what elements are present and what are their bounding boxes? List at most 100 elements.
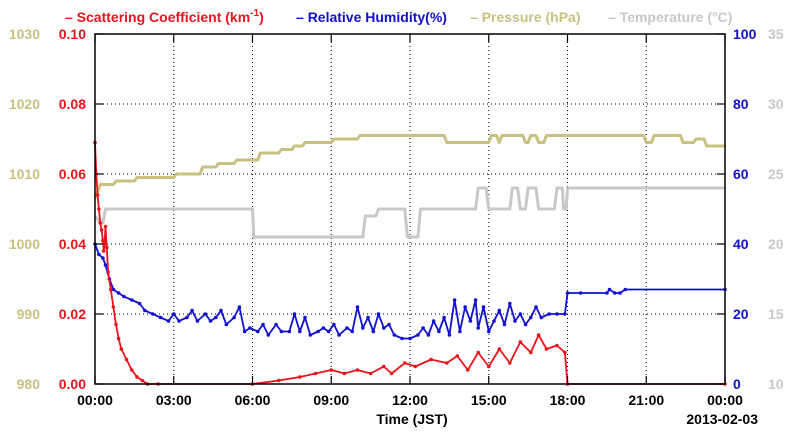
series-group [93, 134, 727, 386]
point-scattering [329, 368, 334, 372]
scattering-tick-label: 0.08 [59, 96, 86, 112]
point-humidity [303, 315, 307, 320]
temperature-tick-label: 30 [768, 96, 784, 112]
point-scattering [544, 347, 549, 351]
point-humidity [350, 329, 355, 334]
point-humidity [242, 329, 247, 334]
point-scattering [124, 357, 129, 362]
point-scattering [403, 361, 407, 365]
legend-scattering-dash: – [65, 9, 77, 25]
point-scattering [529, 350, 533, 355]
point-humidity [547, 312, 551, 316]
point-scattering [97, 207, 101, 211]
point-humidity [463, 305, 467, 309]
temperature-tick-label: 10 [768, 376, 784, 392]
point-scattering [298, 375, 302, 379]
point-scattering [487, 364, 491, 369]
pressure-tick-label: 1010 [9, 166, 40, 182]
point-humidity [266, 333, 271, 337]
point-humidity [565, 291, 570, 295]
point-scattering [102, 242, 107, 246]
point-scattering [95, 193, 100, 197]
point-humidity [523, 322, 528, 327]
point-humidity [476, 326, 481, 330]
point-humidity [292, 312, 297, 316]
point-humidity [172, 312, 176, 316]
point-scattering [101, 238, 105, 243]
scattering-tick-label: 0.02 [59, 306, 86, 322]
point-humidity [426, 333, 431, 337]
point-humidity [437, 329, 441, 334]
date-label: 2013-02-03 [686, 411, 758, 427]
legend-temperature: – Temperature (°C) [608, 9, 732, 25]
point-humidity [387, 322, 391, 327]
point-humidity [214, 315, 218, 320]
point-humidity [316, 329, 320, 334]
point-humidity [103, 263, 108, 267]
x-tick-label: 00:00 [77, 392, 113, 408]
point-humidity [605, 291, 609, 295]
point-scattering [135, 375, 139, 379]
point-scattering [389, 371, 394, 376]
point-scattering [101, 249, 106, 253]
point-scattering [476, 350, 481, 355]
x-tick-label: 09:00 [313, 392, 349, 408]
point-scattering [103, 224, 108, 229]
point-humidity [371, 329, 376, 334]
point-humidity [452, 298, 457, 302]
legend-scattering-label: Scattering Coefficient (km [77, 9, 250, 25]
point-humidity [376, 312, 381, 316]
point-humidity [185, 315, 189, 320]
point-humidity [416, 333, 420, 337]
point-scattering [342, 371, 347, 376]
temperature-tick-label: 35 [768, 26, 784, 42]
point-humidity [261, 322, 265, 327]
point-humidity [224, 322, 229, 327]
point-scattering [140, 378, 145, 383]
point-humidity [613, 291, 617, 295]
point-humidity [408, 336, 412, 341]
point-humidity [137, 301, 142, 306]
point-scattering [313, 371, 318, 376]
point-humidity [555, 312, 559, 316]
temperature-tick-label: 25 [768, 166, 784, 182]
point-humidity [539, 315, 544, 320]
point-scattering [497, 347, 502, 351]
point-scattering [413, 364, 418, 369]
point-humidity [468, 319, 473, 323]
point-scattering [355, 368, 360, 372]
point-humidity [190, 308, 194, 313]
point-humidity [208, 319, 213, 323]
point-humidity [158, 315, 163, 320]
point-scattering [445, 361, 449, 365]
x-tick-label: 00:00 [707, 392, 743, 408]
x-tick-label: 15:00 [471, 392, 507, 408]
humidity-tick-label: 0 [733, 376, 741, 392]
x-tick-label: 03:00 [156, 392, 192, 408]
legend-scattering-sup: -1 [250, 8, 259, 19]
point-humidity [400, 336, 404, 341]
point-scattering [429, 357, 433, 362]
legend-pressure: – Pressure (hPa) [470, 9, 581, 25]
point-humidity [116, 291, 121, 295]
point-humidity [502, 322, 507, 327]
legend-humidity-label: Relative Humidity(%) [308, 9, 447, 25]
point-humidity [177, 319, 181, 323]
point-humidity [130, 298, 134, 302]
point-scattering [116, 336, 121, 341]
x-tick-label: 06:00 [235, 392, 271, 408]
point-humidity [166, 319, 171, 323]
point-humidity [345, 326, 349, 330]
pressure-tick-label: 1020 [9, 96, 40, 112]
humidity-tick-label: 80 [733, 96, 749, 112]
point-scattering [368, 371, 373, 376]
point-scattering [109, 287, 113, 292]
point-scattering [518, 340, 523, 344]
legend-scattering-suffix: ) [259, 9, 264, 25]
scattering-tick-label: 0.04 [59, 236, 86, 252]
point-humidity [232, 315, 236, 320]
point-humidity [97, 252, 101, 257]
point-humidity [255, 329, 260, 334]
x-axis-label: Time (JST) [376, 411, 447, 427]
